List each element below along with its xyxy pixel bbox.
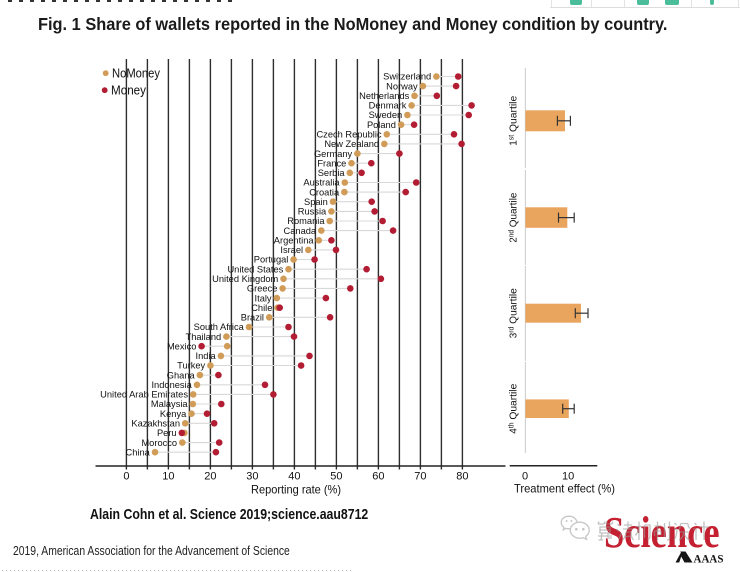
svg-text:Brazil: Brazil	[241, 313, 264, 323]
svg-text:United Arab Emirates: United Arab Emirates	[100, 390, 188, 400]
svg-text:Netherlands: Netherlands	[359, 91, 409, 101]
svg-text:NoMoney: NoMoney	[112, 67, 161, 81]
svg-text:Kenya: Kenya	[160, 409, 187, 419]
svg-text:Norway: Norway	[386, 81, 418, 91]
svg-text:30: 30	[246, 471, 258, 483]
svg-text:Israel: Israel	[280, 245, 303, 255]
svg-text:Czech Republic: Czech Republic	[316, 130, 381, 140]
svg-text:Italy: Italy	[255, 293, 272, 303]
svg-text:Money: Money	[111, 84, 147, 98]
svg-text:Argentina: Argentina	[274, 236, 315, 246]
svg-text:Morocco: Morocco	[141, 438, 177, 448]
svg-text:Greece: Greece	[247, 284, 278, 294]
svg-text:Reporting rate (%): Reporting rate (%)	[251, 483, 341, 497]
svg-text:China: China	[126, 447, 151, 457]
svg-text:4th Quartile: 4th Quartile	[508, 384, 520, 434]
svg-text:Turkey: Turkey	[177, 361, 205, 371]
svg-text:0: 0	[123, 471, 129, 483]
svg-text:3rd Quartile: 3rd Quartile	[508, 288, 520, 338]
svg-text:10: 10	[162, 471, 174, 483]
svg-text:20: 20	[204, 471, 216, 483]
svg-text:60: 60	[372, 471, 384, 483]
svg-text:Spain: Spain	[304, 197, 328, 207]
svg-text:Croatia: Croatia	[309, 187, 340, 197]
svg-text:South Africa: South Africa	[194, 322, 245, 332]
svg-text:Indonesia: Indonesia	[151, 380, 192, 390]
svg-text:Peru: Peru	[157, 428, 177, 438]
svg-text:Serbia: Serbia	[318, 168, 346, 178]
svg-text:1st Quartile: 1st Quartile	[508, 96, 520, 146]
svg-text:80: 80	[456, 471, 468, 483]
svg-text:New Zealand: New Zealand	[324, 139, 379, 149]
svg-text:Kazakhstan: Kazakhstan	[131, 419, 180, 429]
svg-text:Australia: Australia	[303, 178, 340, 188]
svg-text:70: 70	[414, 471, 426, 483]
svg-text:India: India	[196, 351, 217, 361]
svg-text:Canada: Canada	[284, 226, 317, 236]
svg-text:40: 40	[288, 471, 300, 483]
svg-text:Portugal: Portugal	[254, 255, 289, 265]
svg-text:0: 0	[522, 471, 528, 483]
svg-text:AAAS: AAAS	[694, 554, 724, 566]
svg-text:Poland: Poland	[367, 120, 396, 130]
svg-text:10: 10	[562, 471, 574, 483]
svg-text:Chile: Chile	[251, 303, 272, 313]
svg-text:Malaysia: Malaysia	[151, 399, 189, 409]
svg-text:France: France	[317, 158, 346, 168]
svg-text:United States: United States	[227, 264, 283, 274]
svg-text:Switzerland: Switzerland	[383, 72, 431, 82]
svg-text:Denmark: Denmark	[369, 101, 407, 111]
svg-text:Sweden: Sweden	[369, 110, 403, 120]
svg-text:Thailand: Thailand	[186, 332, 222, 342]
svg-text:Treatment effect (%): Treatment effect (%)	[514, 482, 615, 496]
svg-text:United Kingdom: United Kingdom	[212, 274, 278, 284]
svg-text:Romania: Romania	[287, 216, 325, 226]
svg-text:Mexico: Mexico	[167, 341, 196, 351]
svg-text:2nd Quartile: 2nd Quartile	[508, 192, 520, 242]
svg-text:Russia: Russia	[298, 207, 327, 217]
svg-text:Ghana: Ghana	[167, 370, 196, 380]
svg-text:Germany: Germany	[314, 149, 353, 159]
svg-text:50: 50	[330, 471, 342, 483]
